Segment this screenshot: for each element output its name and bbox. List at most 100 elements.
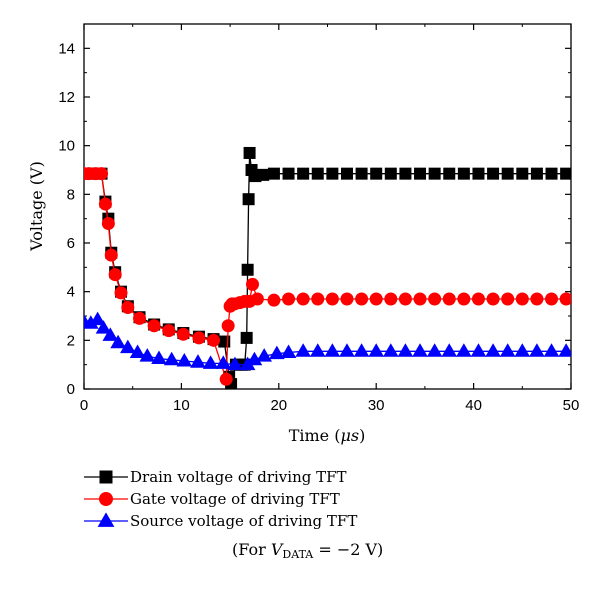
- source-point: [543, 343, 560, 357]
- gate-point: [108, 268, 122, 282]
- source-point: [215, 355, 232, 369]
- x-axis-title: Time (μs): [289, 426, 366, 445]
- plot-frame: [83, 23, 572, 390]
- gate-point: [207, 333, 221, 347]
- drain-point: [257, 168, 270, 181]
- source-point: [324, 343, 341, 357]
- drain-point: [545, 167, 558, 180]
- x-tick-label: 20: [270, 397, 287, 414]
- gate-point: [413, 292, 427, 306]
- note-suffix: = −2 V): [313, 540, 384, 559]
- series-square: [84, 146, 571, 389]
- source-point: [383, 343, 399, 357]
- source-point: [190, 354, 206, 368]
- gate-point: [471, 292, 485, 306]
- source-point: [110, 334, 126, 349]
- source-point: [280, 344, 297, 358]
- source-point: [227, 356, 243, 371]
- source-point: [256, 348, 272, 362]
- legend-label: Source voltage of driving TFT: [130, 512, 357, 530]
- legend-marker-square: [99, 470, 113, 484]
- gate-point: [325, 292, 339, 306]
- gate-point: [121, 300, 135, 314]
- drain-point: [241, 263, 254, 276]
- gate-point: [221, 319, 235, 333]
- y-tick-label: 10: [58, 138, 75, 155]
- drain-point: [326, 167, 339, 180]
- y-tick-label: 0: [67, 381, 75, 398]
- legend: Drain voltage of driving TFT Gate voltage…: [84, 468, 357, 530]
- gate-point: [101, 217, 115, 231]
- note-subscript: DATA: [282, 548, 314, 561]
- source-point: [353, 343, 370, 357]
- source-point: [269, 345, 285, 360]
- x-axis-title-suffix: ): [359, 426, 365, 445]
- source-point: [456, 343, 472, 357]
- source-point: [485, 343, 501, 357]
- drain-point: [282, 167, 295, 180]
- source-point: [295, 343, 311, 357]
- y-axis-title: Voltage (V): [27, 161, 46, 252]
- source-point: [558, 343, 571, 357]
- source-point: [139, 348, 156, 362]
- gate-point: [515, 292, 529, 306]
- x-tick-label: 10: [173, 397, 190, 414]
- source-point: [102, 327, 119, 341]
- gate-point: [369, 292, 383, 306]
- legend-label: Gate voltage of driving TFT: [130, 490, 340, 508]
- gate-point: [311, 292, 325, 306]
- note-prefix: (For: [232, 540, 271, 559]
- source-point: [95, 320, 112, 334]
- source-point: [151, 350, 167, 365]
- gate-point: [246, 277, 260, 291]
- gate-point: [133, 311, 147, 325]
- source-point: [246, 351, 263, 366]
- source-point: [499, 343, 516, 357]
- gate-point: [98, 197, 112, 211]
- gate-point: [428, 292, 442, 306]
- y-tick-label: 12: [58, 89, 75, 106]
- gate-point: [398, 292, 412, 306]
- drain-point: [267, 167, 280, 180]
- x-axis-title-unit: μs: [340, 426, 359, 445]
- x-tick-label: 50: [563, 397, 580, 414]
- drain-point: [487, 167, 500, 180]
- drain-point: [560, 167, 571, 180]
- drain-point: [243, 146, 256, 159]
- source-point: [470, 343, 487, 357]
- y-tick-label: 6: [67, 235, 75, 252]
- source-point: [368, 343, 384, 357]
- gate-point: [442, 292, 456, 306]
- series-layer: [84, 146, 571, 389]
- legend-marker-circle: [99, 492, 113, 506]
- gate-point: [192, 331, 206, 345]
- drain-point: [428, 167, 441, 180]
- gate-point: [501, 292, 515, 306]
- source-point: [176, 352, 193, 367]
- source-point: [426, 343, 443, 357]
- gate-point: [457, 292, 471, 306]
- gate-point: [219, 372, 233, 386]
- drain-point: [297, 167, 310, 180]
- drain-point: [501, 167, 514, 180]
- series-triangle: [84, 311, 571, 371]
- drain-point: [218, 335, 231, 348]
- drain-point: [242, 193, 255, 206]
- series-circle: [84, 167, 571, 386]
- source-point: [397, 343, 414, 357]
- gate-point: [340, 292, 354, 306]
- drain-point: [399, 167, 412, 180]
- source-point: [239, 356, 256, 371]
- gate-point: [486, 292, 500, 306]
- gate-point: [530, 292, 544, 306]
- gate-point: [250, 292, 264, 306]
- source-point: [129, 344, 146, 358]
- gate-point: [559, 292, 571, 306]
- data-voltage-note: (For VDATA = −2 V): [232, 540, 383, 561]
- drain-point: [414, 167, 427, 180]
- drain-point: [240, 331, 253, 344]
- drain-point: [443, 167, 456, 180]
- note-variable: V: [270, 540, 283, 559]
- drain-point: [355, 167, 368, 180]
